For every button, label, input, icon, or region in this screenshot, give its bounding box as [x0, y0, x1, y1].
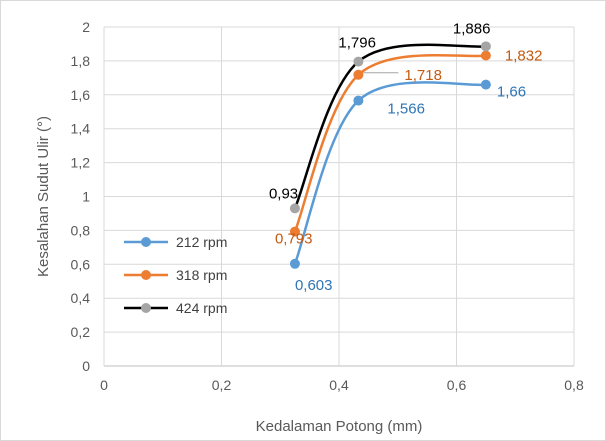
data-label: 0,603: [295, 277, 333, 294]
data-point: [353, 56, 364, 67]
data-point: [289, 258, 300, 269]
y-tick-label: 1,6: [71, 87, 91, 103]
legend-label: 212 rpm: [176, 234, 227, 250]
legend-label: 318 rpm: [176, 267, 227, 283]
legend-marker: [141, 237, 151, 247]
y-tick-label: 0,8: [71, 222, 91, 238]
data-point: [289, 226, 300, 237]
y-tick-label: 2: [82, 19, 90, 35]
data-point: [480, 41, 491, 52]
data-label: 1,566: [387, 101, 425, 118]
data-label: 1,796: [338, 35, 376, 52]
y-tick-label: 1,8: [71, 53, 91, 69]
legend-marker: [141, 303, 151, 313]
x-axis-title: Kedalaman Potong (mm): [256, 418, 423, 435]
y-tick-label: 0,6: [71, 256, 91, 272]
x-tick-label: 0: [100, 377, 108, 393]
y-tick-label: 1,2: [71, 155, 91, 171]
data-label: 0,93: [269, 185, 298, 202]
data-point: [353, 95, 364, 106]
data-label: 1,886: [453, 20, 491, 37]
data-point: [289, 203, 300, 214]
data-label: 0,793: [275, 231, 313, 248]
data-label: 1,718: [404, 67, 442, 84]
y-tick-label: 0: [82, 358, 90, 374]
legend-label: 424 rpm: [176, 300, 227, 316]
data-label: 1,66: [497, 84, 526, 101]
y-tick-label: 0,2: [71, 324, 91, 340]
x-tick-label: 0,8: [564, 377, 584, 393]
y-axis-title: Kesalahan Sudut Ulir (°): [35, 116, 52, 277]
legend-marker: [141, 270, 151, 280]
y-tick-label: 0,4: [71, 290, 91, 306]
data-point: [353, 69, 364, 80]
data-point: [480, 79, 491, 90]
data-point: [480, 50, 491, 61]
y-tick-label: 1: [82, 189, 90, 205]
data-label: 1,832: [505, 47, 543, 64]
x-tick-label: 0,6: [447, 377, 467, 393]
series-line-2: [293, 53, 487, 233]
y-tick-label: 1,4: [71, 121, 91, 137]
x-tick-label: 0,4: [329, 377, 349, 393]
x-tick-label: 0,2: [212, 377, 232, 393]
series-line-3: [293, 43, 487, 209]
